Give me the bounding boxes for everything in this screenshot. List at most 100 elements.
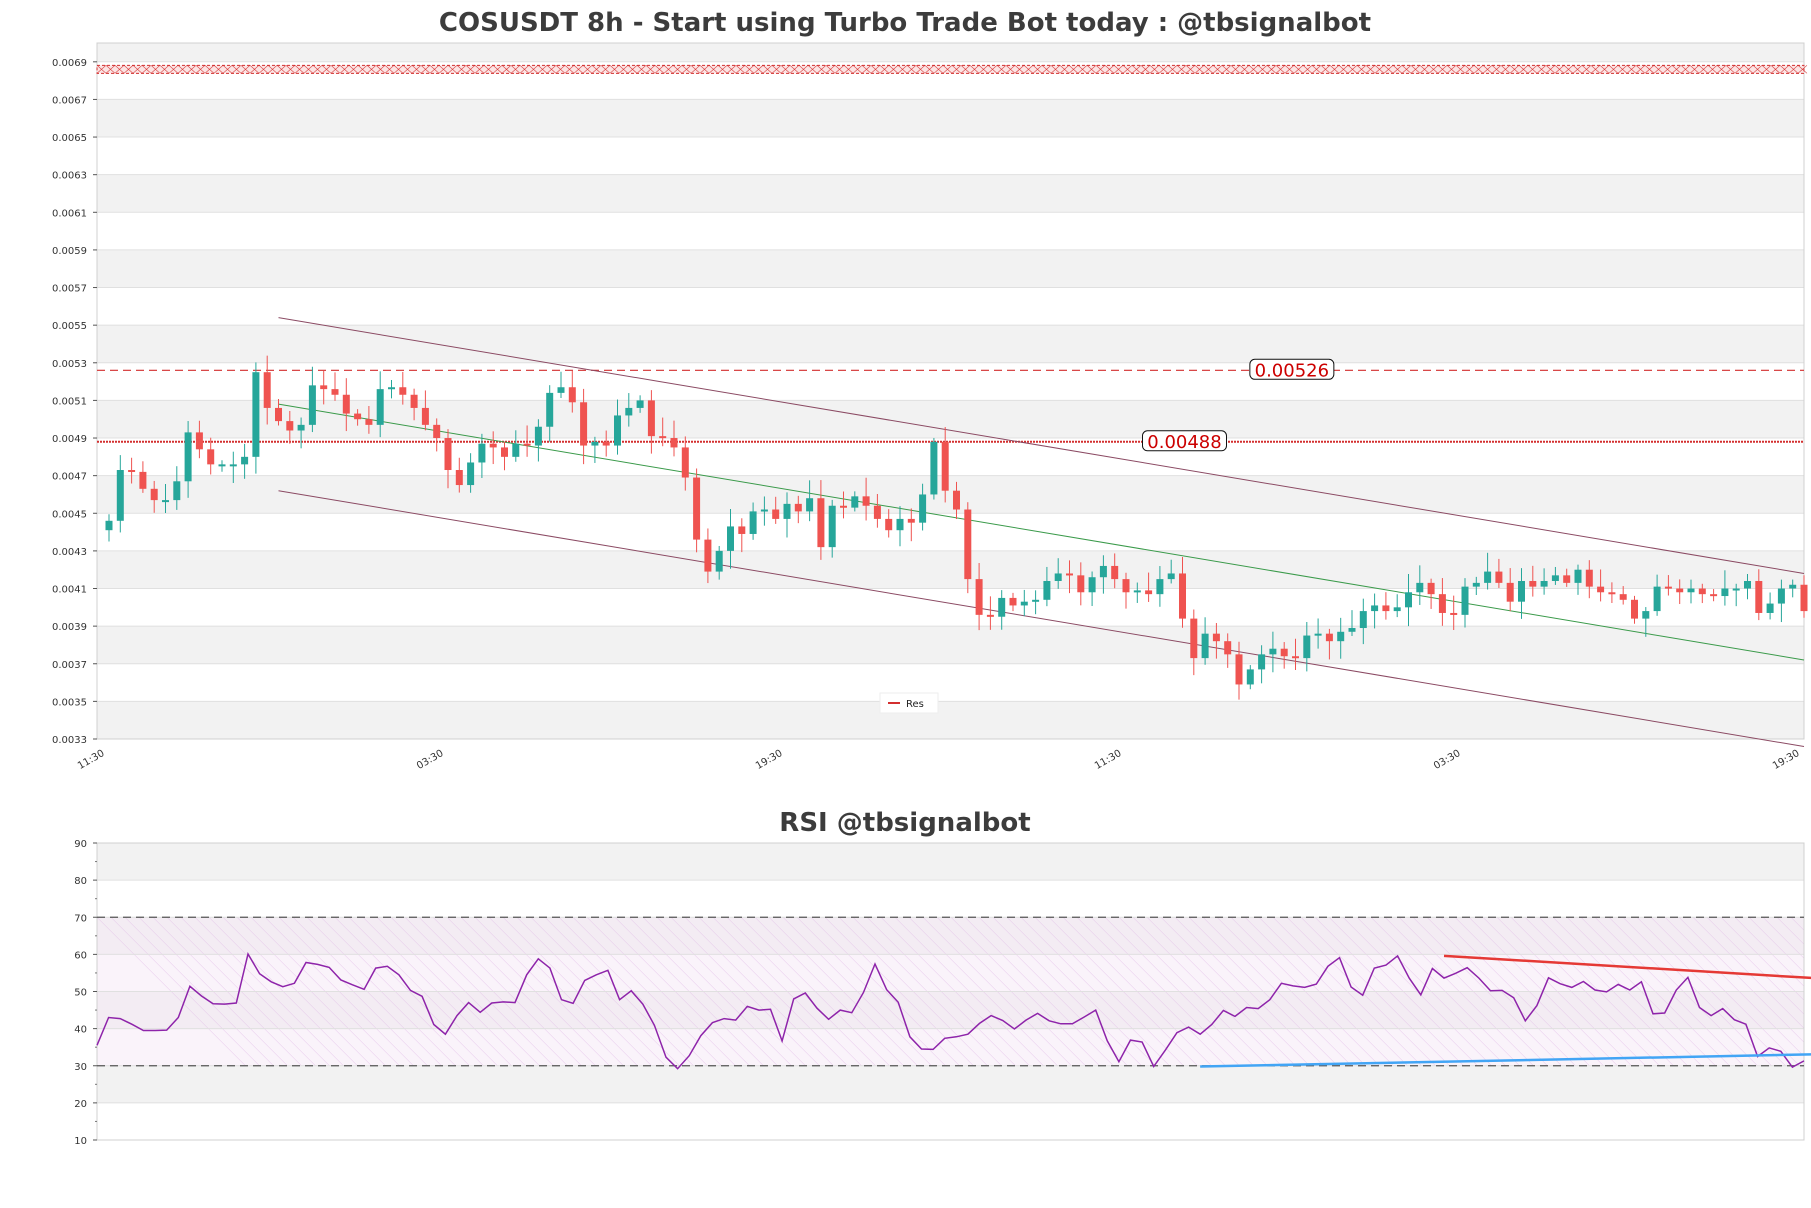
resistance-band-hatch	[366, 65, 377, 74]
candle-body	[444, 438, 452, 471]
candle-body	[614, 415, 621, 446]
candle-body	[1427, 582, 1435, 595]
resistance-band-hatch	[879, 65, 890, 74]
resistance-band-hatch	[852, 65, 863, 74]
candle-body	[162, 500, 169, 503]
candle-body	[659, 436, 667, 439]
candle-body	[1631, 599, 1638, 619]
candle-body	[1732, 588, 1740, 591]
candle-body	[1382, 605, 1390, 612]
resistance-band-hatch	[906, 65, 917, 74]
resistance-band-hatch	[1221, 65, 1232, 74]
candle-body	[1337, 631, 1345, 642]
candle-body	[1393, 607, 1401, 612]
rsi-zone-hatch	[1734, 917, 1805, 987]
main-chart-title: COSUSDT 8h - Start using Turbo Trade Bot…	[439, 8, 1371, 38]
resistance-band-hatch	[1626, 65, 1637, 74]
resistance-band-hatch	[1653, 65, 1664, 74]
resistance-band-hatch	[285, 65, 296, 74]
candle-body	[1642, 611, 1650, 619]
price-x-tick-label: 11:30	[1093, 748, 1123, 772]
resistance-band-hatch	[1446, 65, 1457, 74]
resistance-band-hatch	[510, 65, 521, 74]
candle-body	[1472, 582, 1480, 587]
rsi-y-tick-label: 50	[74, 988, 87, 999]
resistance-band-hatch	[1041, 65, 1052, 74]
resistance-band-hatch	[105, 65, 116, 74]
resistance-band-hatch	[870, 65, 881, 74]
resistance-band-hatch	[771, 65, 782, 74]
candle-body	[1190, 618, 1198, 659]
price-y-tick-label: 0.0055	[52, 321, 87, 332]
price-y-tick-label: 0.0051	[52, 396, 87, 407]
resistance-band-hatch	[591, 65, 602, 74]
resistance-band-hatch	[1491, 65, 1502, 74]
resistance-band-hatch	[1554, 65, 1565, 74]
price-band	[97, 174, 1804, 213]
price-band	[97, 513, 1804, 551]
candle-body	[241, 456, 249, 465]
price-x-tick-label: 11:30	[76, 748, 106, 772]
candle-body	[941, 441, 949, 491]
resistance-band-hatch	[1374, 65, 1385, 74]
rsi-band	[97, 1065, 1804, 1103]
resistance-band-hatch	[1536, 65, 1547, 74]
rsi-y-tick-label: 30	[74, 1062, 87, 1073]
resistance-band-hatch	[1122, 65, 1133, 74]
resistance-band-hatch	[492, 65, 503, 74]
candle-body	[229, 464, 237, 467]
resistance-band-hatch	[1770, 65, 1781, 74]
candle-body	[1280, 648, 1288, 657]
resistance-band-hatch	[339, 65, 350, 74]
resistance-band-hatch	[600, 65, 611, 74]
resistance-band-hatch	[177, 65, 188, 74]
rsi-y-tick-label: 10	[74, 1136, 87, 1147]
resistance-band-hatch	[1671, 65, 1682, 74]
resistance-band-hatch	[933, 65, 944, 74]
price-frame	[96, 42, 1805, 740]
candle-body	[647, 400, 655, 437]
candle-body	[1258, 654, 1266, 670]
candle-body	[636, 400, 644, 408]
resistance-band-hatch	[645, 65, 656, 74]
candle-body	[1529, 580, 1537, 587]
resistance-band-hatch	[1473, 65, 1484, 74]
price-band	[97, 701, 1804, 739]
candle-body	[919, 494, 927, 523]
resistance-band-hatch	[672, 65, 683, 74]
resistance-band-hatch	[420, 65, 431, 74]
resistance-band-hatch	[1095, 65, 1106, 74]
resistance-band-hatch	[1302, 65, 1313, 74]
resistance-band-hatch	[960, 65, 971, 74]
candle-body	[1755, 580, 1763, 613]
candle-body	[625, 407, 633, 416]
candle-body	[1201, 633, 1209, 659]
resistance-band-hatch	[1662, 65, 1673, 74]
resistance-band-hatch	[1734, 65, 1745, 74]
candle-body	[1371, 605, 1379, 612]
candle-body	[1088, 577, 1096, 593]
resistance-band-hatch	[1176, 65, 1187, 74]
resistance-band-hatch	[123, 65, 134, 74]
resistance-band-hatch	[1320, 65, 1331, 74]
resistance-band-hatch	[807, 65, 818, 74]
resistance-band-hatch	[834, 65, 845, 74]
channel-lower-line	[278, 490, 1805, 748]
resistance-band-hatch	[456, 65, 467, 74]
candle-body	[365, 419, 373, 425]
price-y-tick-label: 0.0067	[52, 95, 87, 106]
resistance-band-hatch	[726, 65, 737, 74]
resistance-band-hatch	[1527, 65, 1538, 74]
resistance-band-hatch	[1329, 65, 1340, 74]
candle-body	[433, 424, 441, 439]
resistance-band-hatch	[1689, 65, 1700, 74]
candle-body	[681, 447, 689, 478]
resistance-band-hatch	[384, 65, 395, 74]
resistance-band-hatch	[1464, 65, 1475, 74]
resistance-band-hatch	[825, 65, 836, 74]
candle-body	[986, 614, 994, 617]
resistance-band-hatch	[942, 65, 953, 74]
resistance-band-hatch	[717, 65, 728, 74]
resistance-band-hatch	[996, 65, 1007, 74]
resistance-band-hatch	[1077, 65, 1088, 74]
